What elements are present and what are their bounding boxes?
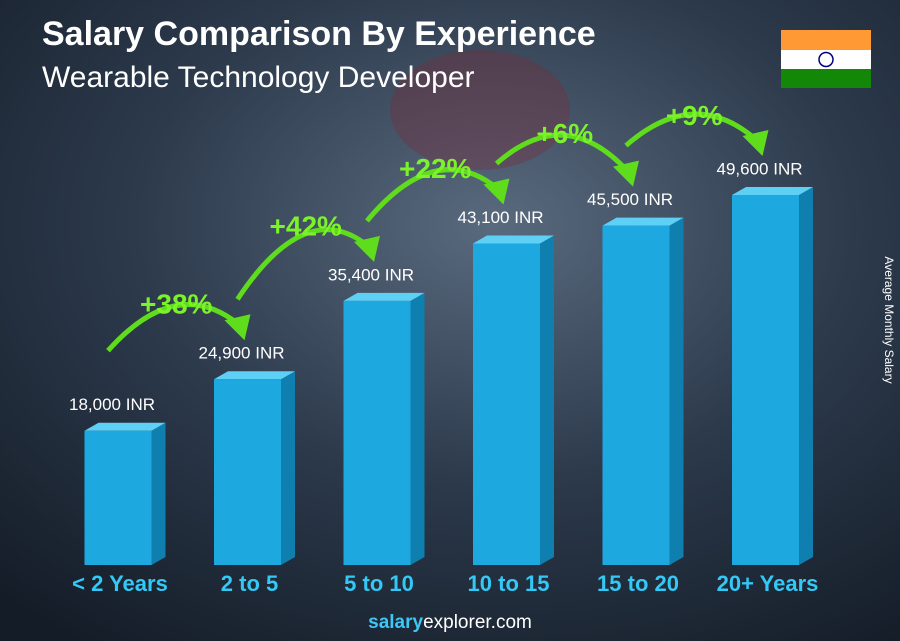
bar-top (473, 235, 554, 244)
value-label: 35,400 INR (328, 265, 414, 284)
change-arrowhead (483, 178, 510, 205)
change-label: +42% (270, 210, 342, 241)
bar-side (799, 187, 813, 565)
chart-subtitle: Wearable Technology Developer (42, 61, 475, 94)
footer-brand: salary (368, 612, 423, 633)
flag-stripe (781, 30, 871, 50)
x-tick-label: < 2 Years (72, 571, 168, 596)
bar-side (281, 371, 295, 565)
y-axis-label: Average Monthly Salary (882, 256, 896, 383)
x-tick-label: 5 to 10 (344, 571, 414, 596)
value-label: 49,600 INR (717, 159, 803, 178)
change-arrowhead (742, 130, 769, 156)
change-arrow (365, 167, 500, 223)
bar (473, 243, 540, 565)
x-tick-label: 10 to 15 (468, 571, 550, 596)
flag-stripe (781, 50, 871, 69)
change-arrowhead (224, 314, 251, 341)
value-label: 24,900 INR (199, 344, 285, 363)
change-label: +38% (140, 289, 212, 320)
bar (602, 225, 670, 566)
change-label: +22% (399, 153, 471, 184)
value-label: 18,000 INR (69, 395, 155, 414)
bar-side (151, 422, 166, 565)
change-arrowhead (613, 160, 639, 187)
change-arrowhead (354, 235, 380, 262)
change-label: +9% (666, 100, 723, 131)
x-tick-label: 2 to 5 (221, 571, 278, 596)
flag-wheel (818, 51, 834, 68)
footer: salaryexplorer.com (368, 612, 532, 633)
bar-side (410, 292, 425, 565)
bar (343, 300, 411, 565)
bar-top (343, 292, 425, 301)
chart-title: Salary Comparison By Experience (42, 15, 596, 53)
flag-stripe (781, 69, 871, 88)
change-arrow (494, 132, 629, 173)
bar-side (540, 235, 554, 565)
change-arrow (106, 302, 241, 353)
value-label: 45,500 INR (587, 190, 673, 209)
background-glow (390, 50, 570, 170)
x-tick-label: 15 to 20 (597, 571, 679, 596)
change-label: +6% (536, 118, 593, 149)
bar (214, 379, 281, 565)
change-arrow (235, 227, 370, 301)
x-tick-label: 20+ Years (717, 571, 819, 596)
change-arrow (624, 111, 759, 148)
footer-domain: explorer.com (423, 612, 532, 633)
bar-top (214, 371, 295, 380)
bar-top (84, 422, 166, 431)
value-label: 43,100 INR (458, 208, 544, 227)
bar-side (669, 217, 684, 566)
bar (732, 195, 799, 565)
bar (84, 430, 152, 565)
bar-top (732, 187, 813, 195)
bar-top (602, 217, 684, 226)
flag (781, 30, 871, 88)
